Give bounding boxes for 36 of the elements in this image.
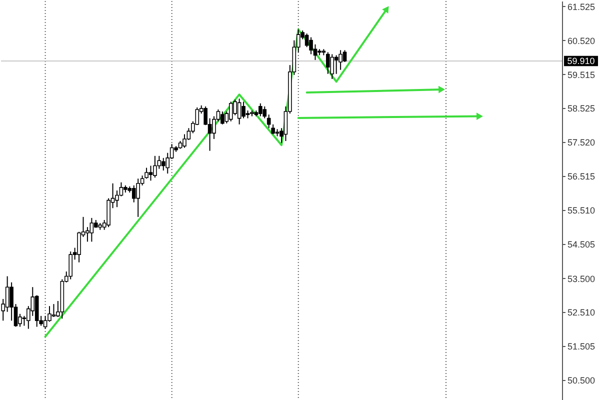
y-tick-label: 50.500 <box>568 375 596 386</box>
candlestick <box>330 54 334 80</box>
y-tick-label: 54.505 <box>568 240 596 250</box>
candlestick <box>132 184 136 203</box>
y-tick-label: 52.510 <box>568 307 596 318</box>
y-tick-label: 55.510 <box>568 206 596 216</box>
candlestick <box>136 178 140 218</box>
candlestick <box>52 304 56 318</box>
candlestick <box>262 106 267 119</box>
candlestick <box>258 102 262 117</box>
candlestick <box>313 44 318 60</box>
y-tick-label: 61.525 <box>568 2 596 12</box>
candlestick <box>90 217 94 242</box>
ref-line-label: 59.910 <box>567 56 595 66</box>
candlestick <box>161 157 166 171</box>
candlestick <box>237 98 242 125</box>
y-tick-label: 60.520 <box>568 36 596 46</box>
candlestick <box>5 276 10 312</box>
candlestick <box>220 111 224 125</box>
candlestick <box>334 54 338 74</box>
candlestick <box>119 182 124 197</box>
candlestick <box>148 165 153 182</box>
y-tick-label: 57.520 <box>568 138 596 148</box>
candlestick <box>228 101 233 122</box>
candlestick <box>153 155 157 178</box>
candlestick <box>242 101 246 119</box>
candlestick <box>342 50 347 63</box>
y-tick-label: 58.525 <box>568 103 596 114</box>
candlestick <box>338 50 342 70</box>
y-tick-label: 56.515 <box>568 172 596 182</box>
candlestick <box>68 251 72 280</box>
y-tick-label: 53.500 <box>568 274 596 284</box>
candlestick <box>77 231 81 263</box>
y-tick-label: 59.515 <box>568 70 596 80</box>
y-tick-label: 51.505 <box>568 341 596 352</box>
candlestick <box>304 33 309 48</box>
